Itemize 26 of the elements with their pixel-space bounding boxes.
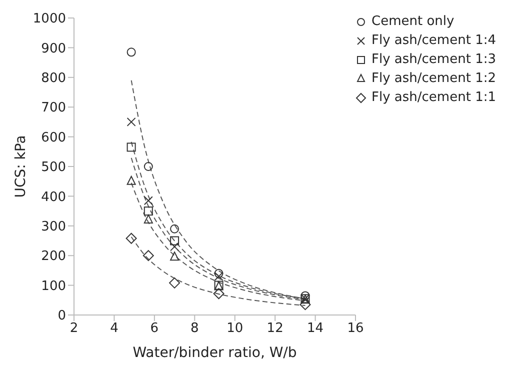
x-tick-label: 10 bbox=[226, 321, 244, 336]
legend-label: Cement only bbox=[372, 13, 454, 31]
x-axis-title: Water/binder ratio, W/b bbox=[132, 344, 297, 361]
legend-label: Fly ash/cement 1:1 bbox=[372, 89, 496, 107]
y-tick-label: 800 bbox=[41, 71, 66, 86]
y-tick-label: 0 bbox=[58, 308, 66, 324]
x-tick-label: 2 bbox=[70, 321, 78, 336]
y-tick-label: 500 bbox=[41, 160, 66, 176]
y-tick-label: 1000 bbox=[32, 12, 66, 27]
x-tick-label: 4 bbox=[110, 321, 118, 336]
y-tick-label: 400 bbox=[41, 190, 66, 205]
y-tick-label: 700 bbox=[41, 100, 66, 116]
x-tick-label: 16 bbox=[347, 321, 364, 336]
x-tick-label: 12 bbox=[266, 321, 284, 336]
y-tick-label: 200 bbox=[41, 249, 66, 264]
y-tick-label: 600 bbox=[41, 130, 66, 146]
legend-label: Fly ash/cement 1:2 bbox=[372, 70, 496, 88]
y-axis-title: UCS: kPa bbox=[12, 135, 29, 198]
y-tick-label: 100 bbox=[41, 278, 66, 294]
x-tick-label: 14 bbox=[307, 321, 324, 336]
y-tick-label: 900 bbox=[41, 41, 66, 56]
x-tick-label: 6 bbox=[150, 321, 159, 336]
x-tick-label: 8 bbox=[190, 321, 199, 336]
y-tick-label: 300 bbox=[41, 220, 66, 235]
legend-label: Fly ash/cement 1:3 bbox=[372, 51, 496, 69]
legend-label: Fly ash/cement 1:4 bbox=[372, 32, 496, 50]
